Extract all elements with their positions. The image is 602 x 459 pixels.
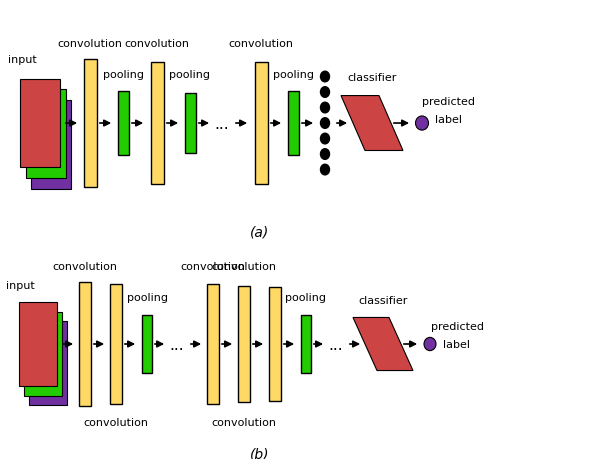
Bar (238, 286, 250, 403)
Text: ...: ... (329, 337, 343, 352)
Text: (b): (b) (250, 447, 270, 459)
Text: ...: ... (215, 116, 229, 131)
Text: pooling: pooling (273, 70, 314, 80)
Text: label: label (435, 114, 462, 124)
Bar (25, 90, 66, 179)
Text: pooling: pooling (170, 70, 211, 80)
Ellipse shape (424, 338, 436, 351)
Text: predicted: predicted (421, 97, 474, 106)
Ellipse shape (415, 117, 429, 131)
Polygon shape (341, 96, 403, 151)
Text: convolution: convolution (211, 417, 276, 427)
Bar (184, 94, 196, 154)
Text: convolution: convolution (181, 262, 246, 272)
Text: predicted: predicted (430, 322, 483, 331)
Bar (110, 285, 122, 404)
Ellipse shape (320, 88, 329, 98)
Bar (29, 322, 67, 406)
Text: classifier: classifier (358, 295, 408, 305)
Bar (207, 285, 219, 404)
Bar (31, 101, 71, 189)
Ellipse shape (320, 118, 329, 129)
Ellipse shape (320, 165, 329, 175)
Ellipse shape (320, 72, 329, 83)
Text: convolution: convolution (58, 39, 122, 49)
Bar (117, 92, 128, 156)
Ellipse shape (320, 149, 329, 160)
Text: label: label (444, 339, 471, 349)
Bar (255, 63, 267, 185)
Text: input: input (8, 55, 36, 65)
Text: input: input (5, 280, 34, 290)
Bar (288, 92, 299, 156)
Bar (301, 316, 311, 373)
Text: convolution: convolution (229, 39, 294, 49)
Bar (150, 63, 164, 185)
Text: classifier: classifier (347, 73, 397, 83)
Text: pooling: pooling (102, 70, 143, 80)
Bar (79, 282, 91, 406)
Bar (142, 316, 152, 373)
Text: convolution: convolution (84, 417, 149, 427)
Bar (84, 60, 96, 188)
Text: ...: ... (170, 337, 184, 352)
Bar (20, 79, 60, 168)
Text: convolution: convolution (211, 262, 276, 272)
Text: convolution: convolution (125, 39, 190, 49)
Text: (a): (a) (250, 224, 270, 239)
Text: pooling: pooling (126, 292, 167, 302)
Text: pooling: pooling (285, 292, 326, 302)
Bar (19, 302, 57, 386)
Ellipse shape (320, 134, 329, 145)
Bar (24, 312, 62, 396)
Bar (269, 288, 281, 401)
Text: convolution: convolution (52, 262, 117, 272)
Polygon shape (353, 318, 413, 371)
Ellipse shape (320, 103, 329, 113)
